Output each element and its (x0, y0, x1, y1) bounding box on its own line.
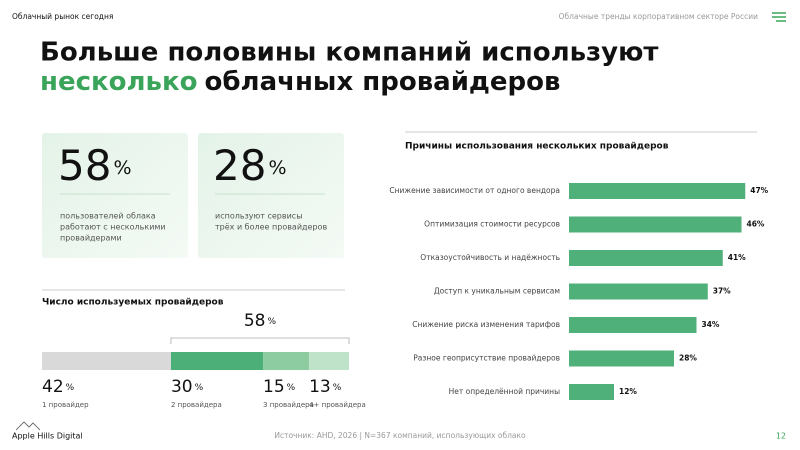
title-line: Больше половины компаний используют (40, 38, 658, 68)
cards: 58% 28% (42, 133, 344, 258)
card (198, 133, 344, 258)
data-unit: % (195, 383, 204, 393)
value-label: 12% (619, 387, 637, 396)
section-label: Облачный рынок сегодня (12, 12, 113, 21)
data-value: 15 (263, 377, 285, 397)
data-label: 13% (309, 377, 342, 397)
bar-segment (170, 352, 264, 370)
bar-segment (309, 352, 349, 370)
bar (569, 183, 746, 199)
data-unit: % (287, 383, 296, 393)
topic-label: Облачные тренды корпоративном секторе Ро… (559, 12, 758, 21)
source: Источник: AHD, 2026 | N=367 компаний, ис… (274, 431, 526, 440)
chart-title: Причины использования нескольких провайд… (405, 142, 669, 152)
value-label: 37% (713, 287, 731, 296)
card-text: пользователей облака (60, 212, 156, 221)
bar (569, 250, 723, 266)
chart-title: Число используемых провайдеров (42, 298, 224, 308)
bar (569, 350, 674, 367)
bar-segment (263, 352, 310, 370)
bar (569, 283, 708, 300)
data-unit: % (66, 383, 75, 393)
value-label: 41% (728, 253, 746, 262)
data-label: 30% (171, 377, 204, 397)
title-rest: облачных провайдеров (205, 67, 561, 97)
bracket-unit: % (268, 317, 277, 327)
bracket (170, 337, 350, 344)
title-highlight: несколько (40, 67, 198, 97)
category-label: Разное геоприсутствие провайдеров (413, 354, 560, 363)
card-text: используют сервисы (215, 212, 303, 221)
card-unit: % (268, 157, 286, 179)
data-label: 42% (42, 377, 75, 397)
card-number: 58 (58, 141, 111, 190)
card-number: 28 (213, 141, 266, 190)
bar (569, 216, 742, 233)
data-unit: % (333, 383, 342, 393)
value-label: 28% (679, 354, 697, 363)
category-label: Оптимизация стоимости ресурсов (424, 220, 560, 229)
category-label: Снижение зависимости от одного вендора (389, 186, 560, 195)
bracket-label: 58% (244, 311, 277, 331)
data-value: 42 (42, 377, 64, 397)
bracket-value: 58 (244, 311, 266, 331)
bar (569, 384, 614, 400)
page-number: 12 (776, 432, 786, 441)
category-label: Нет определённой причины (449, 387, 560, 396)
title-line: несколько облачных провайдеров (40, 67, 560, 97)
value-label: 34% (702, 320, 720, 329)
category-label: Доступ к уникальным сервисам (434, 287, 560, 296)
value-label: 46% (747, 220, 765, 229)
legend-label: 1 провайдер (42, 401, 89, 409)
card-value: 58% (58, 141, 132, 190)
brand-logo (15, 421, 41, 431)
data-label: 15% (263, 377, 296, 397)
card (42, 133, 188, 258)
card-value: 28% (213, 141, 287, 190)
card-text: провайдерами (60, 234, 122, 243)
data-value: 13 (309, 377, 331, 397)
value-label: 47% (750, 186, 768, 195)
legend-label: 2 провайдера (171, 401, 222, 409)
card-text: работают с несколькими (60, 223, 166, 232)
bar-segment (42, 352, 171, 370)
legend-label: 4+ провайдера (309, 401, 366, 409)
bar (569, 317, 697, 333)
menu-icon[interactable] (772, 12, 786, 22)
data-value: 30 (171, 377, 193, 397)
brand: Apple Hills Digital (12, 432, 83, 441)
card-text: трёх и более провайдеров (215, 223, 327, 232)
legend-label: 3 провайдера (263, 401, 314, 409)
category-label: Снижение риска изменения тарифов (412, 320, 560, 329)
category-label: Отказоустойчивость и надёжность (420, 253, 560, 262)
card-unit: % (113, 157, 131, 179)
